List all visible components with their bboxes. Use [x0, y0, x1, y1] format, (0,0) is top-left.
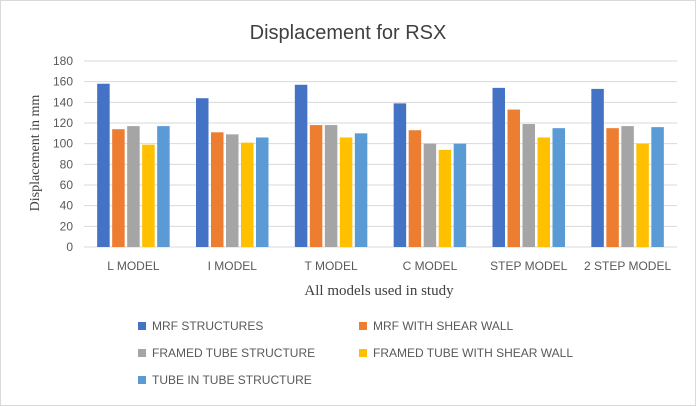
x-tick-label: I MODEL	[208, 259, 258, 273]
y-tick-label: 140	[53, 95, 73, 109]
bar-2-6	[606, 128, 619, 247]
x-tick-label: T MODEL	[305, 259, 358, 273]
bar-2-4	[408, 130, 422, 247]
y-tick-label: 60	[60, 178, 74, 192]
y-tick-label: 180	[53, 54, 73, 68]
x-axis-label: All models used in study	[304, 283, 454, 299]
bar-3-6	[621, 126, 634, 247]
bar-2-3	[309, 125, 323, 247]
x-tick-label: STEP MODEL	[490, 259, 567, 273]
bars	[97, 83, 664, 248]
legend-swatch	[138, 349, 146, 357]
x-tick-label: L MODEL	[107, 259, 160, 273]
bar-5-1	[157, 126, 170, 247]
y-tick-label: 80	[60, 157, 74, 171]
bar-1-6	[591, 88, 604, 248]
bar-4-6	[636, 143, 649, 247]
bar-2-1	[112, 129, 125, 247]
legend-label: FRAMED TUBE WITH SHEAR WALL	[373, 346, 573, 360]
legend-label: TUBE IN TUBE STRUCTURE	[152, 373, 312, 387]
bar-5-4	[453, 143, 467, 247]
y-tick-label: 120	[53, 116, 73, 130]
y-tick-label: 100	[53, 137, 73, 151]
legend-swatch	[359, 322, 367, 330]
bar-3-5	[522, 124, 535, 247]
bar-4-3	[339, 137, 353, 247]
bar-1-5	[492, 87, 505, 247]
x-tick-label: 2 STEP MODEL	[584, 259, 671, 273]
bar-4-1	[142, 144, 155, 247]
legend-swatch	[138, 376, 146, 384]
bar-3-2	[226, 134, 239, 247]
bar-2-5	[507, 109, 520, 247]
y-axis-ticks: 0 20 40 60 80 100 120 140 160 180	[53, 54, 73, 254]
legend-item: MRF WITH SHEAR WALL	[359, 319, 514, 333]
x-axis-ticks: L MODEL I MODEL T MODEL C MODEL STEP MODEL 2 …	[107, 259, 671, 273]
y-axis-label: Displacement in mm	[28, 95, 43, 212]
bar-1-3	[294, 84, 308, 248]
legend-item: TUBE IN TUBE STRUCTURE	[138, 373, 312, 387]
bar-3-3	[324, 125, 338, 247]
bar-3-4	[423, 143, 437, 247]
legend-item: MRF STRUCTURES	[138, 319, 263, 333]
bar-1-1	[97, 83, 110, 247]
y-tick-label: 20	[60, 219, 74, 233]
bar-3-1	[127, 126, 140, 247]
bar-5-3	[354, 133, 368, 247]
bar-1-4	[393, 103, 407, 247]
legend-label: MRF WITH SHEAR WALL	[373, 319, 514, 333]
gridlines	[84, 60, 677, 248]
bar-4-5	[537, 137, 550, 247]
y-tick-label: 40	[60, 199, 74, 213]
y-tick-label: 160	[53, 75, 73, 89]
chart-title: Displacement for RSX	[250, 22, 447, 44]
bar-4-2	[241, 142, 254, 247]
bar-1-2	[196, 98, 209, 247]
bar-5-6	[651, 127, 664, 247]
bar-5-5	[552, 128, 565, 247]
bar-5-2	[256, 137, 269, 247]
legend: MRF STRUCTURES MRF WITH SHEAR WALL FRAMED …	[138, 319, 573, 387]
legend-label: MRF STRUCTURES	[152, 319, 263, 333]
bar-2-2	[211, 132, 224, 247]
legend-item: FRAMED TUBE WITH SHEAR WALL	[359, 346, 573, 360]
legend-label: FRAMED TUBE STRUCTURE	[152, 346, 315, 360]
bar-4-4	[438, 149, 452, 247]
legend-item: FRAMED TUBE STRUCTURE	[138, 346, 315, 360]
x-tick-label: C MODEL	[403, 259, 458, 273]
legend-swatch	[359, 349, 367, 357]
y-tick-label: 0	[66, 240, 73, 254]
legend-swatch	[138, 322, 146, 330]
